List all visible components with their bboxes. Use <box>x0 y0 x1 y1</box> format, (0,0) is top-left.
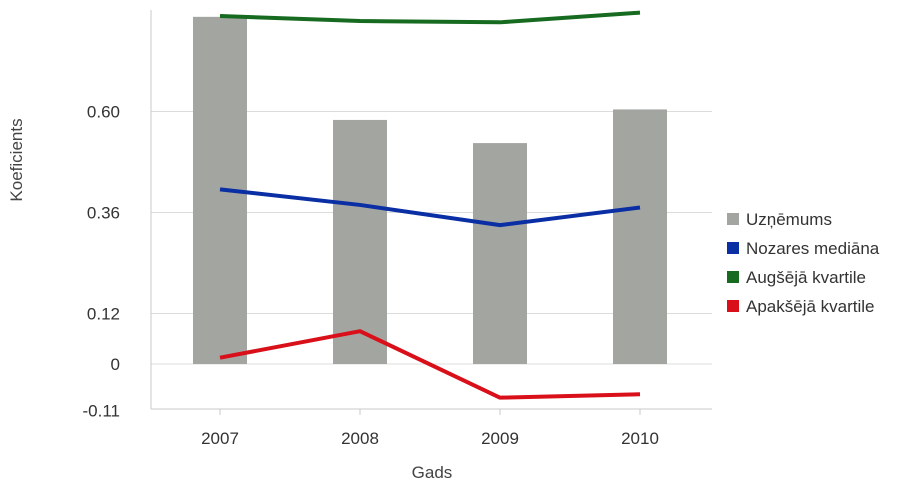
legend-item: Nozares mediāna <box>727 239 880 258</box>
y-tick-label: -0.11 <box>83 401 121 420</box>
y-tick-label: 0.60 <box>87 103 120 122</box>
x-tick-label: 2007 <box>201 429 239 448</box>
y-axis-title: Koeficients <box>7 118 26 201</box>
legend-label: Augšējā kvartile <box>746 268 866 287</box>
y-tick-label: 0.36 <box>87 204 120 223</box>
legend-swatch <box>727 271 739 283</box>
x-tick-label: 2008 <box>341 429 379 448</box>
series-line <box>219 10 641 25</box>
legend-label: Apakšējā kvartile <box>746 297 875 316</box>
bar <box>473 143 527 364</box>
legend-item: Uzņēmums <box>727 210 832 229</box>
y-tick-labels: -0.11 0 0.12 0.36 0.60 <box>83 103 121 421</box>
series-line <box>219 329 641 400</box>
legend-label: Nozares mediāna <box>746 239 880 258</box>
x-axis-title: Gads <box>412 463 453 482</box>
series-lines <box>219 10 641 400</box>
series-line <box>219 187 641 228</box>
legend-item: Augšējā kvartile <box>727 268 866 287</box>
axes <box>150 10 712 410</box>
legend-swatch <box>727 242 739 254</box>
y-tick-label: 0 <box>111 355 120 374</box>
x-tick-label: 2010 <box>621 429 659 448</box>
legend-label: Uzņēmums <box>746 210 832 229</box>
legend: Uzņēmums Nozares mediāna Augšējā kvartile A… <box>727 210 880 316</box>
x-tick-labels: 2007 2008 2009 2010 <box>201 409 659 448</box>
x-tick-label: 2009 <box>481 429 519 448</box>
y-tick-label: 0.12 <box>87 305 120 324</box>
bar <box>333 119 387 364</box>
legend-swatch <box>727 213 739 225</box>
legend-swatch <box>727 300 739 312</box>
bars <box>193 16 667 365</box>
legend-item: Apakšējā kvartile <box>727 297 875 316</box>
bar <box>613 109 667 364</box>
